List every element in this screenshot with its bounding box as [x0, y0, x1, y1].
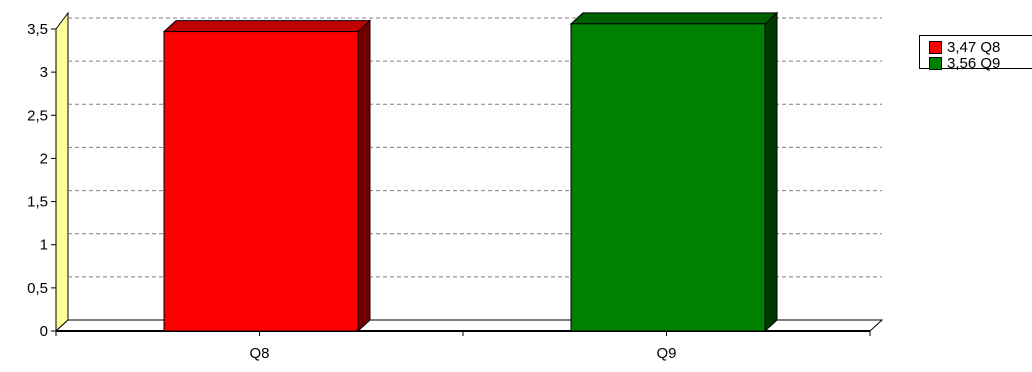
y-tick-label: 1	[40, 237, 48, 254]
chart-legend: 3,47 Q8 3,56 Q9	[919, 35, 1032, 72]
y-tick-label: 0,5	[27, 280, 48, 297]
bar-q9	[570, 23, 766, 332]
legend-label-q8: 3,47 Q8	[947, 38, 1001, 56]
y-tick-label: 0	[40, 323, 48, 340]
legend-item-q8: 3,47 Q8	[929, 38, 1001, 56]
y-tick-label: 2,5	[27, 107, 48, 124]
legend-swatch-q9	[929, 56, 942, 70]
y-tick-label: 2	[40, 150, 48, 167]
legend-swatch-q8	[929, 40, 942, 54]
legend-label-q9: 3,56 Q9	[947, 54, 1001, 72]
bar-q8-side	[357, 19, 371, 333]
x-tick-label-q8: Q8	[249, 345, 269, 362]
y-tick-label: 3,5	[27, 21, 48, 38]
y-axis-wall	[55, 11, 69, 333]
y-axis-ticks: 0 0,5 1 1,5 2 2,5 3 3,5	[27, 21, 56, 340]
bar-q8-top	[162, 20, 372, 33]
bar-q9-side	[764, 11, 778, 333]
bars	[162, 11, 779, 333]
y-tick-label: 3	[40, 64, 48, 81]
y-tick-label: 1,5	[27, 194, 48, 211]
legend-item-q9: 3,56 Q9	[929, 54, 1001, 72]
bar-q8	[163, 31, 359, 332]
x-tick-label-q9: Q9	[656, 345, 676, 362]
bar-q9-top	[569, 12, 779, 25]
x-axis-ticks: Q8 Q9	[55, 331, 871, 362]
